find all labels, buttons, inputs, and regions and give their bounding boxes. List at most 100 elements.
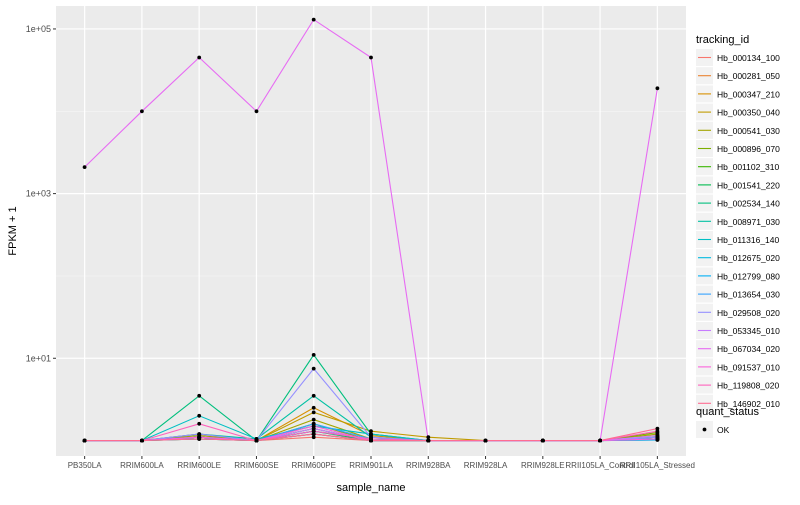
legend-item: Hb_029508_020	[696, 303, 780, 321]
data-point	[540, 438, 545, 443]
data-point	[311, 417, 316, 422]
legend-item: Hb_119808_020	[696, 376, 780, 394]
legend-item: Hb_012675_020	[696, 249, 780, 267]
data-point	[311, 429, 316, 434]
data-point	[369, 429, 373, 434]
x-tick-label: RRIM928LE	[521, 461, 565, 470]
y-tick-label: 1e+05	[26, 24, 51, 34]
data-point	[369, 438, 373, 443]
data-point	[140, 438, 144, 443]
data-point	[254, 109, 259, 114]
legend-label: Hb_000896_070	[717, 144, 780, 154]
legend-item: Hb_011316_140	[696, 231, 780, 248]
data-point	[369, 55, 373, 60]
data-points	[82, 17, 660, 443]
data-point	[311, 353, 316, 357]
x-tick-label: RRIM600SE	[234, 461, 278, 470]
data-point	[197, 55, 202, 60]
legend-item: Hb_002534_140	[696, 194, 780, 212]
legend-item: Hb_000281_050	[696, 67, 780, 85]
data-point	[311, 366, 316, 371]
legend-label: Hb_001102_310	[717, 162, 780, 172]
legend-item: Hb_000350_040	[696, 103, 780, 121]
data-point	[311, 410, 316, 415]
data-point	[197, 421, 202, 426]
data-point	[655, 437, 660, 441]
shape-legend-label: OK	[717, 425, 730, 435]
data-point	[197, 432, 202, 436]
data-point	[311, 17, 316, 22]
legend-item: Hb_008971_030	[696, 212, 780, 230]
legend-label: Hb_029508_020	[717, 308, 780, 318]
data-point	[197, 413, 202, 418]
data-point	[598, 438, 602, 443]
legend-item: Hb_053345_010	[696, 322, 780, 339]
x-tick-label: RRIM600PE	[291, 461, 335, 470]
data-point	[254, 438, 259, 443]
data-point	[369, 432, 373, 436]
data-point	[140, 109, 144, 114]
y-tick-label: 1e+03	[26, 189, 51, 199]
data-point	[655, 426, 660, 431]
x-tick-label: RRIM928BA	[406, 461, 451, 470]
data-point	[311, 424, 316, 428]
y-axis-title: FPKM + 1	[7, 206, 19, 255]
y-tick-label: 1e+01	[26, 353, 51, 363]
legend-item: Hb_000896_070	[696, 140, 780, 157]
data-point	[311, 405, 316, 410]
legend-label: Hb_067034_020	[717, 344, 780, 354]
legend-label: Hb_002534_140	[717, 199, 780, 209]
x-axis-title: sample_name	[336, 482, 405, 494]
x-tick-label: RRII105LA_Stressed	[620, 461, 695, 470]
x-tick-label: PB350LA	[68, 461, 102, 470]
x-tick-label: RRII105LA_Control	[565, 461, 635, 470]
data-point	[82, 165, 87, 170]
legend-label: Hb_091537_010	[717, 362, 780, 372]
data-point	[655, 433, 660, 438]
legend-item: Hb_091537_010	[696, 358, 780, 376]
legend-label: Hb_012799_080	[717, 271, 780, 281]
legend-label: Hb_013654_030	[717, 290, 780, 300]
data-point	[311, 393, 316, 398]
x-tick-label: RRIM901LA	[349, 461, 393, 470]
data-point	[197, 393, 202, 398]
legend-label: Hb_008971_030	[717, 217, 780, 227]
legend-label: Hb_011316_140	[717, 235, 780, 245]
legend-label: Hb_119808_020	[717, 381, 780, 391]
legend-label: Hb_053345_010	[717, 326, 780, 336]
shape-legend-point	[702, 427, 707, 432]
legend-title: tracking_id	[696, 34, 749, 46]
x-tick-label: RRIM600LE	[177, 461, 221, 470]
data-point	[311, 432, 316, 436]
data-point	[483, 438, 488, 443]
x-tick-label: RRIM928LA	[464, 461, 508, 470]
legend-label: Hb_000347_210	[717, 89, 780, 99]
data-point	[426, 435, 431, 440]
data-point	[197, 437, 202, 441]
legend-label: Hb_000541_030	[717, 126, 780, 136]
legend-label: Hb_146902_010	[717, 399, 780, 409]
legend-label: Hb_012675_020	[717, 253, 780, 263]
color-legend: tracking_id Hb_000134_100 Hb_000281_050 Hb_…	[696, 34, 780, 412]
legend-item: Hb_013654_030	[696, 285, 780, 303]
x-tick-label: RRIM600LA	[120, 461, 164, 470]
legend-label: Hb_000350_040	[717, 108, 780, 118]
legend-item: Hb_000134_100	[696, 49, 780, 66]
legend-item: Hb_000541_030	[696, 121, 780, 139]
legend-item: Hb_067034_020	[696, 340, 780, 358]
legend-item: Hb_001102_310	[696, 158, 780, 176]
data-point	[655, 86, 660, 91]
shape-legend: quant_status OK	[696, 406, 759, 438]
shape-legend-item: OK	[696, 421, 730, 438]
legend-label: Hb_000134_100	[717, 53, 780, 63]
legend-label: Hb_000281_050	[717, 71, 780, 81]
data-point	[311, 435, 316, 440]
data-point	[655, 429, 660, 434]
legend-item: Hb_001541_220	[696, 176, 780, 194]
data-point	[426, 438, 431, 443]
shape-legend-title: quant_status	[696, 406, 759, 418]
legend-item: Hb_012799_080	[696, 267, 780, 285]
legend-label: Hb_001541_220	[717, 180, 780, 190]
